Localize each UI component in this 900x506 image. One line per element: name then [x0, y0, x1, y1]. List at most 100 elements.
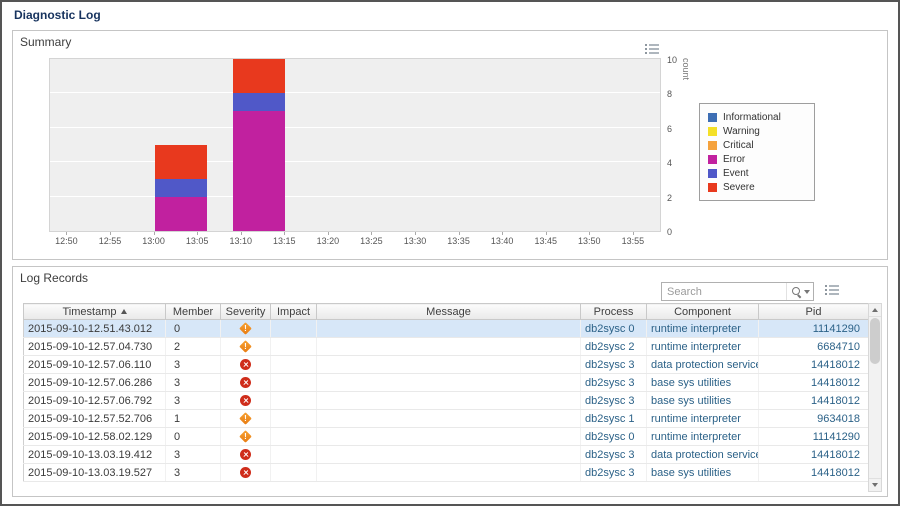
x-tick-label: 13:10: [229, 236, 252, 246]
cell-timestamp: 2015-09-10-12.57.06.286: [23, 373, 166, 392]
table-row[interactable]: 2015-09-10-12.57.06.110 3 db2sysc 3 data pr…: [23, 355, 869, 374]
severity-error-icon: [240, 467, 251, 479]
chart-options-icon[interactable]: [645, 43, 659, 55]
cell-message: [316, 337, 581, 356]
column-header-message[interactable]: Message: [316, 303, 581, 320]
cell-message: [316, 427, 581, 446]
column-header-impact[interactable]: Impact: [270, 303, 317, 320]
table-row[interactable]: 2015-09-10-13.03.19.527 3 db2sysc 3 base sy…: [23, 463, 869, 482]
cell-message: [316, 319, 581, 338]
severity-error-icon: [240, 395, 251, 407]
legend-label: Severe: [723, 181, 755, 193]
table-scrollbar[interactable]: [868, 303, 882, 492]
severity-warning-icon: [239, 322, 252, 335]
y-tick-label: 6: [667, 123, 673, 134]
column-header-label: Severity: [225, 305, 266, 318]
bar-segment-error[interactable]: [233, 110, 286, 231]
bar-segment-error[interactable]: [154, 196, 207, 231]
cell-severity: [220, 445, 271, 464]
cell-pid: 14418012: [758, 463, 869, 482]
column-header-member[interactable]: Member: [165, 303, 221, 320]
column-header-label: Component: [674, 305, 731, 318]
cell-component: runtime interpreter: [646, 337, 759, 356]
cell-member: 3: [165, 391, 221, 410]
cell-message: [316, 355, 581, 374]
cell-process: db2sysc 3: [580, 463, 647, 482]
search-input[interactable]: [662, 283, 787, 300]
severity-error-icon: [240, 359, 251, 371]
column-header-label: Pid: [805, 305, 822, 318]
log-records-panel-title: Log Records: [20, 271, 89, 285]
legend-label: Informational: [723, 111, 781, 123]
cell-pid: 14418012: [758, 373, 869, 392]
column-header-severity[interactable]: Severity: [220, 303, 271, 320]
bar-segment-event[interactable]: [154, 179, 207, 197]
column-header-timestamp[interactable]: Timestamp: [23, 303, 166, 320]
cell-component: runtime interpreter: [646, 427, 759, 446]
scrollbar-up-button[interactable]: [869, 304, 881, 317]
cell-impact: [270, 319, 317, 338]
cell-impact: [270, 355, 317, 374]
column-header-label: Impact: [276, 305, 310, 318]
column-header-component[interactable]: Component: [646, 303, 759, 320]
cell-member: 3: [165, 445, 221, 464]
cell-severity: [220, 355, 271, 374]
cell-component: runtime interpreter: [646, 319, 759, 338]
cell-pid: 14418012: [758, 445, 869, 464]
scrollbar-down-button[interactable]: [869, 478, 881, 491]
cell-impact: [270, 427, 317, 446]
table-row[interactable]: 2015-09-10-12.57.06.792 3 db2sysc 3 base sy…: [23, 391, 869, 410]
cell-message: [316, 445, 581, 464]
chart-x-axis: 12:50 12:55 13:00 13:05 13:10 13:15 13:20 13:25…: [49, 232, 661, 248]
cell-member: 3: [165, 463, 221, 482]
legend-item: Warning: [708, 124, 806, 138]
search-button[interactable]: [786, 283, 813, 300]
table-row[interactable]: 2015-09-10-12.57.06.286 3 db2sysc 3 base sy…: [23, 373, 869, 392]
log-records-table: Timestamp Member Severity Impact Message Proc…: [23, 303, 869, 482]
column-header-pid[interactable]: Pid: [758, 303, 869, 320]
legend-swatch-critical: [708, 140, 717, 150]
search-dropdown-caret-icon: [803, 289, 810, 294]
search-icon: [791, 286, 802, 297]
x-tick-label: 13:35: [447, 236, 470, 246]
legend-item: Critical: [708, 138, 806, 152]
cell-component: base sys utilities: [646, 391, 759, 410]
legend-item: Event: [708, 166, 806, 180]
table-row[interactable]: 2015-09-10-12.58.02.1290 db2sysc 0runtime…: [23, 427, 869, 446]
legend-swatch-warning: [708, 126, 717, 136]
x-tick-label: 13:20: [316, 236, 340, 246]
cell-timestamp: 2015-09-10-12.57.06.792: [23, 391, 166, 410]
cell-process: db2sysc 2: [580, 337, 647, 356]
column-header-process[interactable]: Process: [580, 303, 647, 320]
table-options-icon[interactable]: [825, 284, 839, 296]
search-box: [661, 282, 814, 301]
cell-impact: [270, 337, 317, 356]
x-tick-mark: [545, 232, 547, 235]
y-tick-label: 8: [667, 89, 673, 100]
gridline: [50, 195, 660, 197]
cell-timestamp: 2015-09-10-12.57.04.730: [23, 337, 166, 356]
x-tick-label: 13:45: [534, 236, 557, 246]
scrollbar-thumb[interactable]: [870, 318, 880, 364]
table-row[interactable]: 2015-09-10-13.03.19.412 3 db2sysc 3 data pr…: [23, 445, 869, 464]
column-header-label: Timestamp: [62, 305, 117, 318]
cell-severity: [220, 463, 271, 482]
cell-component: base sys utilities: [646, 373, 759, 392]
cell-pid: 11141290: [758, 319, 869, 338]
x-tick-mark: [632, 232, 634, 235]
legend-item: Informational: [708, 110, 806, 124]
cell-member: 1: [165, 409, 221, 428]
cell-impact: [270, 463, 317, 482]
bar-segment-severe[interactable]: [154, 145, 207, 180]
bar-segment-severe[interactable]: [233, 59, 286, 94]
cell-severity: [220, 427, 271, 446]
bar-segment-event[interactable]: [233, 93, 286, 111]
scrollbar-down-icon: [872, 483, 878, 487]
legend-label: Warning: [723, 125, 760, 137]
y-tick-label: 2: [667, 192, 673, 203]
cell-severity: [220, 337, 271, 356]
